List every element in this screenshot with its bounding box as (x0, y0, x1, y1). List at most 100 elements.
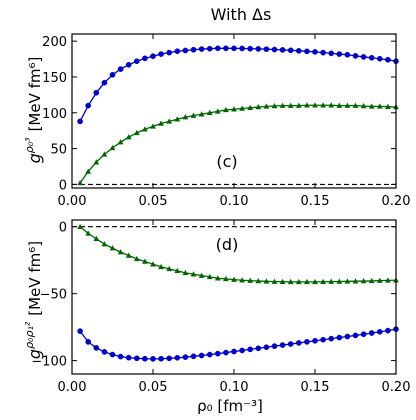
data-point-circle (109, 71, 116, 78)
data-point-triangle (279, 102, 286, 108)
data-point-triangle (125, 252, 132, 258)
data-point-circle (312, 337, 318, 344)
data-point-triangle (320, 102, 326, 108)
y-tick-label: 200 (42, 35, 67, 50)
data-point-circle (360, 331, 367, 338)
data-point-circle (279, 47, 286, 53)
data-point-circle (295, 47, 302, 54)
svg-text:gρ₀³[MeV fm⁶]: gρ₀³ [MeV fm⁶] (23, 57, 44, 164)
data-point-triangle (328, 102, 335, 108)
ylabel-d-super: ρ₀ρ₁² (23, 321, 36, 349)
data-point-circle (142, 55, 148, 62)
data-point-circle (247, 346, 254, 353)
data-point-triangle (198, 272, 205, 278)
data-point-triangle (198, 111, 205, 117)
data-point-triangle (279, 278, 286, 284)
data-point-triangle (239, 277, 245, 283)
data-point-circle (304, 339, 310, 345)
panel-label: (d) (216, 235, 239, 254)
data-point-circle (271, 343, 278, 349)
data-point-circle (368, 54, 375, 61)
data-point-circle (109, 351, 116, 358)
data-point-triangle (117, 249, 124, 255)
data-point-circle (85, 339, 92, 345)
data-point-triangle (223, 106, 229, 113)
data-point-triangle (368, 277, 375, 284)
data-point-triangle (190, 112, 197, 118)
data-point-circle (214, 45, 221, 52)
ylabel-c-super: ρ₀³ (23, 137, 36, 153)
series-line-circle (79, 47, 397, 122)
data-point-circle (247, 45, 254, 52)
data-point-triangle (93, 235, 100, 241)
data-point-circle (336, 334, 343, 341)
data-point-triangle (255, 104, 262, 110)
data-point-circle (174, 354, 181, 361)
data-point-circle (360, 54, 367, 60)
data-point-circle (77, 118, 83, 125)
data-point-triangle (133, 255, 140, 262)
data-point-triangle (263, 278, 270, 284)
data-point-triangle (287, 278, 294, 285)
x-tick-label: 0.20 (382, 380, 411, 395)
data-point-triangle (360, 102, 367, 109)
y-tick-label: 100 (42, 107, 67, 122)
data-point-circle (93, 89, 100, 96)
data-point-circle (385, 56, 391, 63)
data-point-triangle (385, 277, 391, 283)
data-point-triangle (328, 278, 335, 284)
data-point-circle (239, 347, 245, 354)
data-point-circle (117, 353, 124, 360)
data-point-circle (376, 55, 383, 62)
data-point-triangle (109, 144, 116, 151)
data-point-triangle (344, 102, 351, 108)
data-point-circle (231, 45, 237, 52)
data-point-circle (287, 341, 294, 347)
data-point-circle (93, 345, 100, 351)
y-tick-label: 0 (59, 221, 67, 236)
data-point-triangle (133, 129, 140, 136)
data-point-triangle (101, 151, 108, 157)
panel-label: (c) (216, 152, 237, 171)
data-point-triangle (206, 273, 213, 280)
data-point-circle (158, 51, 164, 57)
data-point-triangle (214, 275, 221, 281)
data-point-circle (150, 356, 156, 362)
data-point-circle (214, 350, 221, 357)
data-point-triangle (77, 223, 83, 229)
data-point-triangle (312, 278, 318, 285)
data-point-circle (125, 61, 132, 68)
panel-d: 0.00 0.05 0.10 0.15 0.20 0 −50 −100 (d) (31, 219, 411, 395)
data-point-triangle (182, 269, 189, 276)
data-point-triangle (247, 104, 254, 111)
data-point-circle (255, 46, 262, 52)
data-point-triangle (385, 103, 391, 109)
ylabel-d-main: g (25, 349, 44, 359)
data-point-triangle (336, 102, 343, 108)
y-tick-label: −100 (31, 355, 67, 370)
data-point-triangle (109, 245, 116, 251)
data-point-circle (271, 46, 278, 53)
x-tick-label: 0.15 (301, 380, 330, 395)
data-point-triangle (142, 258, 148, 264)
data-point-circle (263, 46, 270, 53)
data-point-circle (206, 45, 213, 52)
ylabel-d: gρ₀ρ₁² [MeV fm⁶] (23, 241, 44, 359)
data-point-triangle (166, 118, 173, 124)
data-point-circle (287, 47, 294, 54)
x-tick-label: 0.00 (58, 194, 87, 209)
data-point-circle (336, 51, 343, 57)
data-point-circle (239, 45, 245, 52)
data-point-circle (198, 46, 205, 52)
data-point-circle (174, 48, 181, 55)
ylabel-c-main: g (25, 153, 44, 163)
data-point-triangle (271, 102, 278, 109)
data-point-circle (231, 348, 237, 355)
data-point-circle (376, 328, 383, 335)
data-point-circle (223, 45, 229, 52)
data-point-circle (279, 342, 286, 348)
data-point-triangle (231, 106, 237, 112)
data-point-triangle (312, 102, 318, 108)
data-point-triangle (158, 120, 164, 126)
ylabel-c: gρ₀³ [MeV fm⁶] (23, 57, 44, 164)
